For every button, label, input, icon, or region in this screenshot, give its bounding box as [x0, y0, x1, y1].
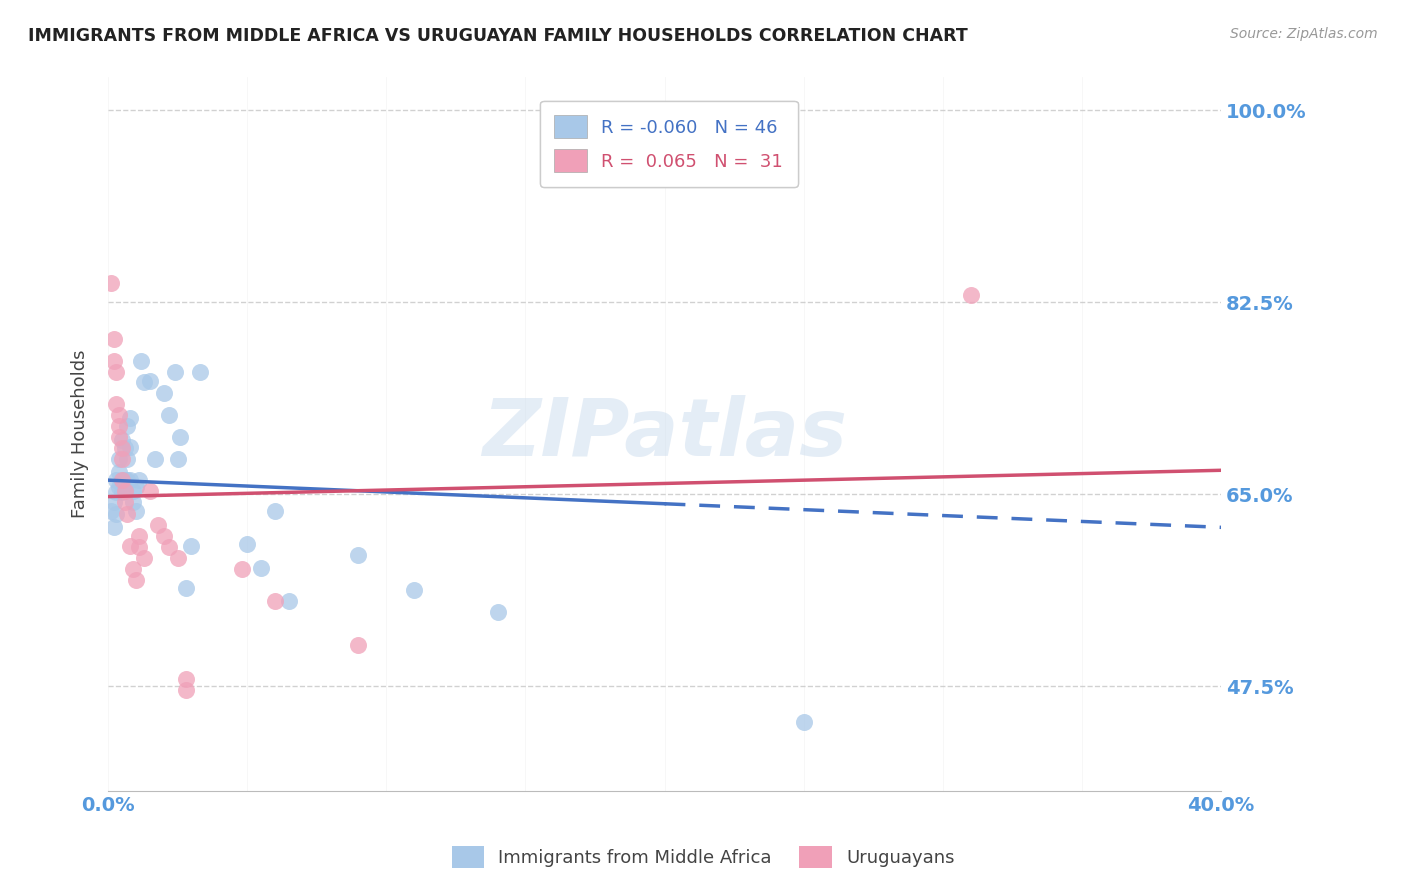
Point: [108, 419, 131, 434]
Point: [264, 504, 287, 518]
Point: [120, 410, 142, 425]
Point: [111, 485, 134, 500]
Point: [117, 507, 139, 521]
Text: ZIPatlas: ZIPatlas: [482, 395, 846, 473]
Point: [108, 452, 131, 467]
Point: [169, 430, 191, 444]
Point: [174, 581, 197, 595]
Point: [131, 353, 153, 368]
Point: [114, 484, 136, 499]
Point: [174, 672, 197, 686]
Point: [277, 594, 299, 608]
Point: [152, 386, 174, 401]
Point: [134, 376, 156, 390]
Point: [347, 638, 370, 652]
Point: [111, 473, 134, 487]
Point: [250, 561, 273, 575]
Point: [125, 480, 148, 494]
Point: [108, 409, 131, 423]
Point: [486, 605, 509, 619]
Point: [120, 539, 142, 553]
Point: [120, 473, 142, 487]
Point: [117, 452, 139, 467]
Point: [188, 365, 211, 379]
Point: [125, 504, 148, 518]
Point: [105, 473, 128, 487]
Point: [111, 473, 134, 487]
Y-axis label: Family Households: Family Households: [72, 350, 89, 518]
Legend: R = -0.060   N = 46, R =  0.065   N =  31: R = -0.060 N = 46, R = 0.065 N = 31: [540, 101, 797, 186]
Point: [138, 375, 160, 389]
Point: [404, 582, 426, 597]
Point: [125, 573, 148, 587]
Point: [166, 551, 188, 566]
Point: [163, 365, 186, 379]
Point: [103, 520, 125, 534]
Point: [105, 397, 128, 411]
Point: [105, 507, 128, 521]
Point: [959, 287, 981, 301]
Point: [128, 540, 150, 554]
Point: [157, 409, 180, 423]
Point: [108, 480, 131, 494]
Point: [114, 473, 136, 487]
Point: [117, 473, 139, 487]
Point: [111, 442, 134, 456]
Point: [103, 353, 125, 368]
Point: [128, 473, 150, 487]
Point: [114, 442, 136, 456]
Point: [231, 562, 253, 576]
Point: [793, 714, 815, 729]
Point: [105, 485, 128, 500]
Point: [100, 504, 122, 518]
Legend: Immigrants from Middle Africa, Uruguayans: Immigrants from Middle Africa, Uruguayan…: [440, 835, 966, 879]
Point: [105, 365, 128, 379]
Point: [152, 529, 174, 543]
Point: [166, 452, 188, 467]
Point: [128, 529, 150, 543]
Point: [120, 440, 142, 454]
Point: [103, 495, 125, 509]
Point: [117, 419, 139, 434]
Point: [100, 276, 122, 290]
Text: IMMIGRANTS FROM MIDDLE AFRICA VS URUGUAYAN FAMILY HOUSEHOLDS CORRELATION CHART: IMMIGRANTS FROM MIDDLE AFRICA VS URUGUAY…: [28, 27, 967, 45]
Point: [146, 518, 169, 533]
Point: [108, 430, 131, 444]
Point: [134, 551, 156, 566]
Text: Source: ZipAtlas.com: Source: ZipAtlas.com: [1230, 27, 1378, 41]
Point: [108, 466, 131, 480]
Point: [180, 539, 202, 553]
Point: [114, 480, 136, 494]
Point: [138, 484, 160, 499]
Point: [111, 452, 134, 467]
Point: [103, 332, 125, 346]
Point: [236, 537, 259, 551]
Point: [174, 682, 197, 697]
Point: [114, 495, 136, 509]
Point: [122, 495, 145, 509]
Point: [157, 540, 180, 554]
Point: [111, 433, 134, 447]
Point: [122, 562, 145, 576]
Point: [143, 452, 166, 467]
Point: [122, 484, 145, 499]
Point: [347, 548, 370, 562]
Point: [264, 594, 287, 608]
